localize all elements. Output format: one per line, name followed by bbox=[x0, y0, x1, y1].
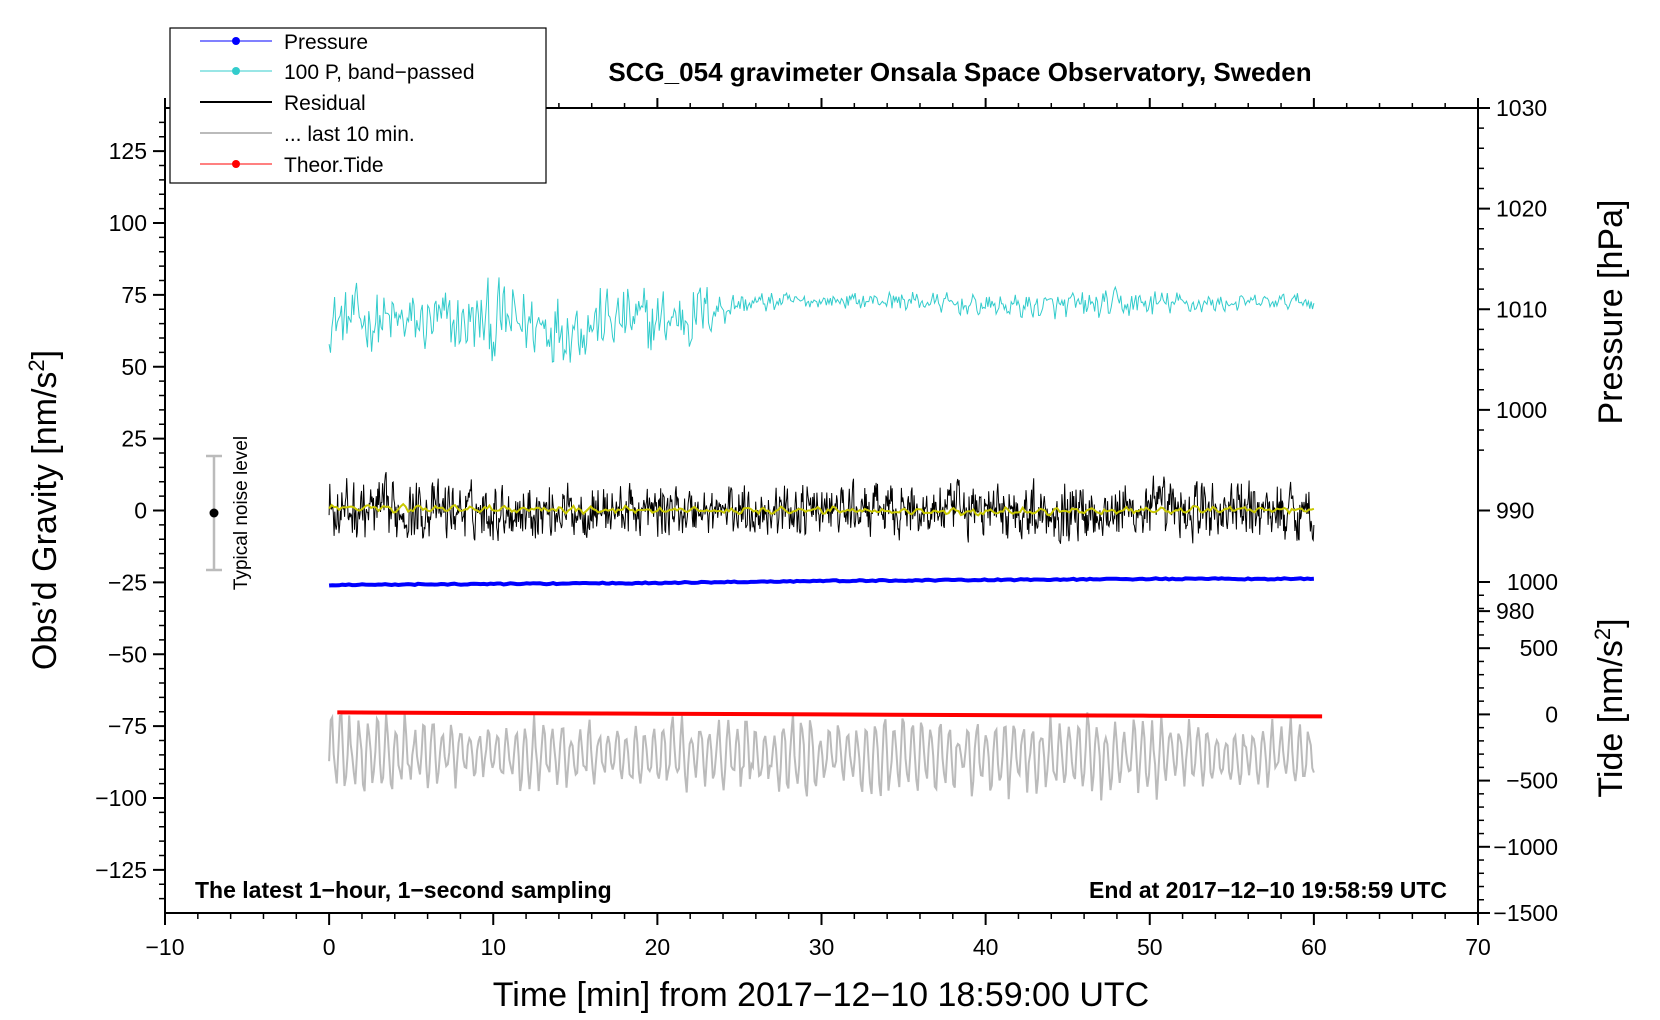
left-tick-label: 100 bbox=[109, 210, 147, 236]
series-pressure bbox=[328, 576, 1315, 588]
pressure-tick-label: 1010 bbox=[1496, 296, 1547, 322]
tide-axis-label: Tide [nm/s2] bbox=[1590, 618, 1631, 797]
pressure-axis-label: Pressure [hPa] bbox=[1592, 200, 1630, 425]
x-tick-label: 60 bbox=[1301, 934, 1327, 960]
left-tick-label: 75 bbox=[121, 282, 147, 308]
chart-title: SCG_054 gravimeter Onsala Space Observat… bbox=[608, 57, 1311, 87]
legend-label-residual: Residual bbox=[284, 92, 366, 115]
left-tick-label: −100 bbox=[95, 785, 147, 811]
pressure-tick-label: 1000 bbox=[1496, 397, 1547, 423]
legend-dot-pressure bbox=[232, 37, 240, 45]
pressure-tick-label: 980 bbox=[1496, 598, 1534, 624]
noise-level-indicator: Typical noise level bbox=[206, 436, 252, 590]
left-tick-label: 25 bbox=[121, 426, 147, 452]
noise-level-label: Typical noise level bbox=[231, 436, 252, 590]
tide-tick-label: 1000 bbox=[1507, 569, 1558, 595]
left-tick-label: 0 bbox=[134, 498, 147, 524]
pressure-tick-label: 1030 bbox=[1496, 95, 1547, 121]
annotation-left: The latest 1−hour, 1−second sampling bbox=[195, 877, 612, 903]
tide-tick-label: −1500 bbox=[1493, 900, 1558, 926]
left-tick-label: −50 bbox=[108, 641, 147, 667]
x-tick-label: 10 bbox=[480, 934, 506, 960]
legend-label-pressure: Pressure bbox=[284, 31, 368, 54]
series-theor-tide bbox=[337, 710, 1323, 719]
left-axis-label: Obs’d Gravity [nm/s2] bbox=[24, 350, 65, 670]
x-tick-label: 40 bbox=[973, 934, 999, 960]
series-residual bbox=[328, 471, 1315, 544]
series-residual-smoothed bbox=[328, 502, 1315, 517]
left-tick-label: 125 bbox=[109, 138, 147, 164]
pressure-tick-label: 990 bbox=[1496, 498, 1534, 524]
axes-layer: −10 0 10 20 30 40 50 60 701251007550250−25−50−75… bbox=[95, 95, 1558, 960]
noise-center-dot bbox=[209, 508, 219, 518]
tide-tick-label: −1000 bbox=[1493, 834, 1558, 860]
pressure-tick-label: 1020 bbox=[1496, 196, 1547, 222]
x-tick-label: 0 bbox=[323, 934, 336, 960]
x-tick-label: 70 bbox=[1465, 934, 1491, 960]
legend-label-last10: ... last 10 min. bbox=[284, 123, 415, 146]
left-tick-label: −25 bbox=[108, 569, 147, 595]
tide-tick-label: 500 bbox=[1520, 635, 1558, 661]
series-last-10-min bbox=[328, 711, 1315, 801]
left-tick-label: 50 bbox=[121, 354, 147, 380]
legend-label-tide: Theor.Tide bbox=[284, 154, 384, 177]
legend-dot-tide bbox=[232, 160, 240, 168]
series-bandpassed bbox=[328, 277, 1315, 363]
legend-dot-bandpassed bbox=[232, 67, 240, 75]
x-tick-label: 20 bbox=[645, 934, 671, 960]
legend: Pressure 100 P, band−passed Residual ...… bbox=[169, 27, 547, 184]
x-tick-label: 30 bbox=[809, 934, 835, 960]
x-axis-label: Time [min] from 2017−12−10 18:59:00 UTC bbox=[493, 976, 1149, 1014]
left-tick-label: −75 bbox=[108, 713, 147, 739]
left-tick-label: −125 bbox=[95, 857, 147, 883]
tide-tick-label: −500 bbox=[1506, 768, 1558, 794]
legend-label-bandpassed: 100 P, band−passed bbox=[284, 61, 475, 84]
series-layer bbox=[328, 277, 1323, 801]
x-tick-label: 50 bbox=[1137, 934, 1163, 960]
x-tick-label: −10 bbox=[145, 934, 184, 960]
tide-tick-label: 0 bbox=[1545, 701, 1558, 727]
annotation-right: End at 2017−12−10 19:58:59 UTC bbox=[1089, 877, 1447, 903]
legend-box bbox=[169, 27, 547, 184]
